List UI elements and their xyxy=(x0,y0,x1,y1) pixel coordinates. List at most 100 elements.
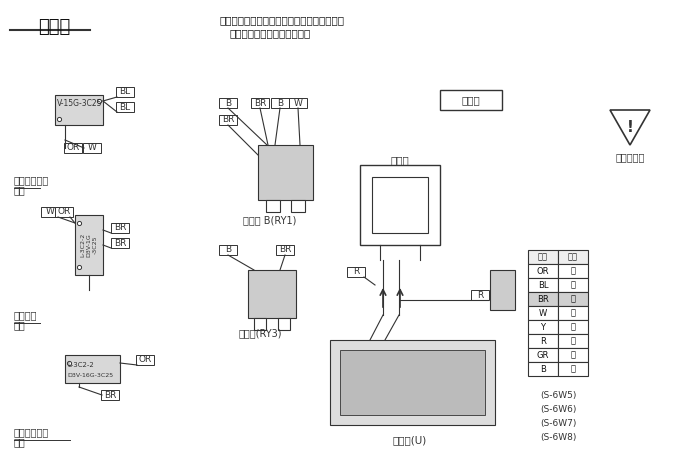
Text: 紅: 紅 xyxy=(571,337,576,345)
Text: V-15G-3C25: V-15G-3C25 xyxy=(57,99,102,107)
Bar xyxy=(528,306,558,320)
Text: BR: BR xyxy=(114,224,126,232)
Text: W: W xyxy=(88,143,96,153)
Bar xyxy=(528,348,558,362)
Bar xyxy=(528,320,558,334)
Text: 次級碰鎖開關: 次級碰鎖開關 xyxy=(14,427,49,437)
Text: OR: OR xyxy=(66,143,79,153)
Bar xyxy=(116,102,134,112)
Bar xyxy=(111,238,129,248)
Bar xyxy=(248,270,296,318)
Text: 藍: 藍 xyxy=(571,280,576,290)
Text: 灰: 灰 xyxy=(571,350,576,360)
Text: 磁控管: 磁控管 xyxy=(390,155,409,165)
Bar xyxy=(360,165,440,245)
Text: (S-6W7): (S-6W7) xyxy=(539,419,576,428)
Text: 底部: 底部 xyxy=(14,437,26,447)
Text: 棕: 棕 xyxy=(571,295,576,303)
Text: BL: BL xyxy=(119,102,130,112)
Bar xyxy=(340,350,485,415)
Text: BL: BL xyxy=(538,280,549,290)
Bar xyxy=(254,318,266,330)
Text: BR: BR xyxy=(279,246,291,254)
Text: W: W xyxy=(539,308,547,318)
Bar xyxy=(347,267,365,277)
Bar xyxy=(116,87,134,97)
Text: 變頻器(U): 變頻器(U) xyxy=(393,435,427,445)
Text: 短路開關: 短路開關 xyxy=(14,310,38,320)
Text: 繼電器(RY3): 繼電器(RY3) xyxy=(238,328,282,338)
Text: R: R xyxy=(477,290,483,300)
Bar xyxy=(558,362,588,376)
Bar xyxy=(65,355,120,383)
Text: 括號內所指為接插件的顏色。: 括號內所指為接插件的顏色。 xyxy=(230,28,312,38)
Text: 頂部: 頂部 xyxy=(14,185,26,195)
Text: !: ! xyxy=(627,120,634,136)
Bar xyxy=(372,177,428,233)
Bar xyxy=(219,245,237,255)
Text: 顏色: 顏色 xyxy=(568,253,578,261)
Text: BR: BR xyxy=(254,99,266,107)
Text: B: B xyxy=(225,246,231,254)
Text: 接线图: 接线图 xyxy=(38,18,70,36)
Bar xyxy=(471,290,489,300)
Text: OR: OR xyxy=(57,207,70,217)
Text: 注意：高壓: 注意：高壓 xyxy=(615,152,645,162)
Text: (S-6W5): (S-6W5) xyxy=(539,391,576,400)
Bar xyxy=(55,207,73,217)
Bar xyxy=(558,292,588,306)
Text: W: W xyxy=(45,207,54,217)
Bar xyxy=(136,355,154,365)
Bar xyxy=(83,143,101,153)
Bar xyxy=(289,98,307,108)
Bar xyxy=(64,143,82,153)
Text: BR: BR xyxy=(104,390,116,400)
Bar xyxy=(276,245,294,255)
Bar xyxy=(528,278,558,292)
Bar xyxy=(266,200,280,212)
Text: 繼電器 B(RY1): 繼電器 B(RY1) xyxy=(243,215,297,225)
Bar xyxy=(528,250,558,264)
Text: BR: BR xyxy=(537,295,549,303)
Bar xyxy=(558,306,588,320)
Text: GR: GR xyxy=(537,350,549,360)
Bar xyxy=(490,270,515,310)
Bar xyxy=(558,348,588,362)
Text: 白: 白 xyxy=(571,308,576,318)
Bar xyxy=(528,264,558,278)
Text: B: B xyxy=(277,99,283,107)
Bar xyxy=(528,362,558,376)
Text: 注：置換元件時，請按圖所示檢查導線顏色。: 注：置換元件時，請按圖所示檢查導線顏色。 xyxy=(220,15,345,25)
Bar xyxy=(271,98,289,108)
Text: 黃: 黃 xyxy=(571,323,576,331)
Bar xyxy=(330,340,495,425)
Bar xyxy=(55,95,103,125)
Text: L-3C2-2
D3V-1G
-3C25: L-3C2-2 D3V-1G -3C25 xyxy=(81,233,98,257)
Text: 橙: 橙 xyxy=(571,266,576,276)
Bar xyxy=(251,98,269,108)
Bar xyxy=(75,215,103,275)
Bar xyxy=(558,250,588,264)
Text: B: B xyxy=(225,99,231,107)
Text: 黑: 黑 xyxy=(571,365,576,373)
Text: OR: OR xyxy=(139,355,152,365)
Bar xyxy=(111,223,129,233)
Bar xyxy=(101,390,119,400)
Bar xyxy=(558,278,588,292)
Text: Y: Y xyxy=(540,323,546,331)
Text: D3V-16G-3C25: D3V-16G-3C25 xyxy=(67,372,113,378)
Text: W: W xyxy=(293,99,302,107)
Text: OR: OR xyxy=(537,266,549,276)
Bar xyxy=(258,145,313,200)
Bar xyxy=(41,207,59,217)
Text: 新高氺: 新高氺 xyxy=(461,95,480,105)
Bar xyxy=(528,292,558,306)
Bar xyxy=(219,115,237,125)
Bar xyxy=(278,318,290,330)
Text: R: R xyxy=(353,267,359,277)
Bar xyxy=(528,334,558,348)
Text: (S-6W6): (S-6W6) xyxy=(539,405,576,414)
Text: BL: BL xyxy=(119,88,130,96)
Bar xyxy=(558,264,588,278)
Text: R: R xyxy=(540,337,546,345)
